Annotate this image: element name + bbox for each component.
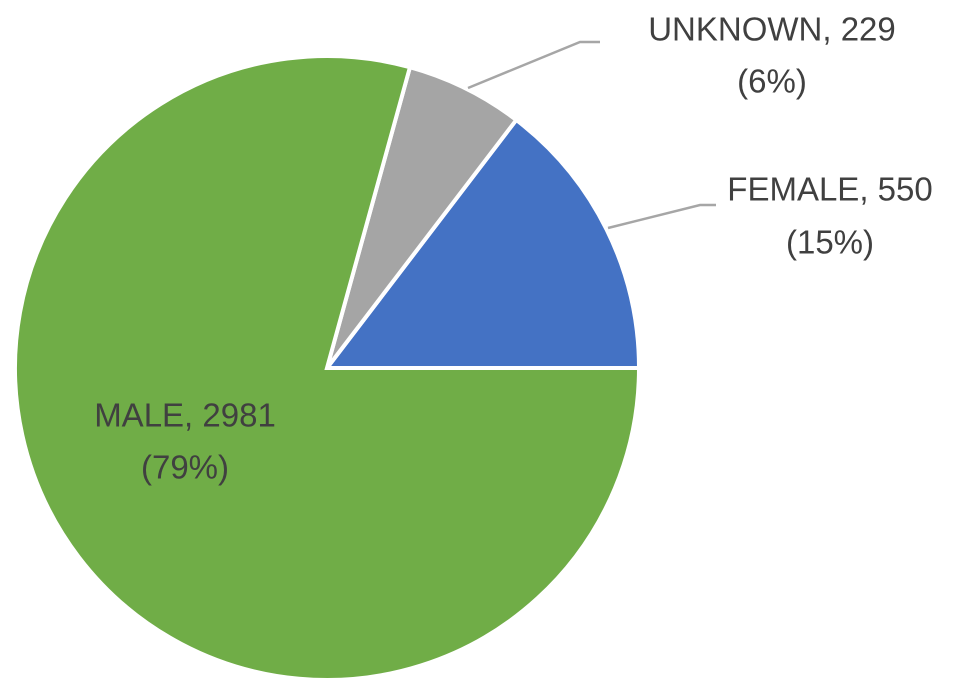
leader-line [607, 203, 716, 230]
pie-slice [325, 64, 520, 370]
data-label: FEMALE, 550 [727, 171, 932, 208]
percent-label: (15%) [786, 224, 874, 261]
pie-slice [322, 117, 642, 370]
data-label: UNKNOWN, 229 [648, 11, 896, 48]
percent-label: (6%) [737, 63, 807, 100]
leader-line [467, 40, 600, 90]
percent-label: (79%) [141, 449, 229, 486]
pie-slice [13, 54, 642, 681]
data-label: MALE, 2981 [94, 397, 276, 434]
